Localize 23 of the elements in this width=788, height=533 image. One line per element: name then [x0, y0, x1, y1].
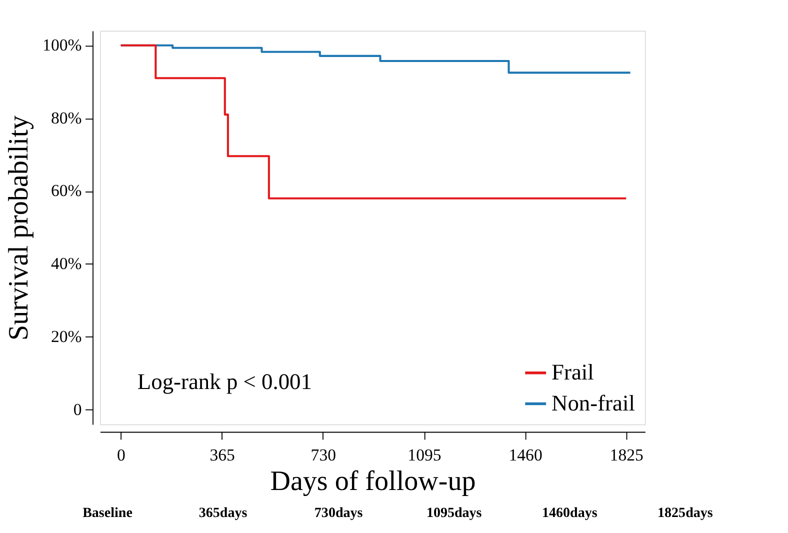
x-tick-label: 1825 [610, 445, 644, 464]
legend-label: Non-frail [552, 390, 635, 416]
text: 1095days [426, 506, 482, 521]
y-tick-label: 0 [73, 400, 82, 419]
text: Baseline [82, 506, 132, 521]
x-tick-label: 0 [117, 445, 126, 464]
x-axis-title: Days of follow-up [270, 466, 476, 498]
y-tick-label: 60% [50, 181, 82, 200]
y-tick-label: 20% [50, 326, 82, 346]
x-tick-label: 1095 [408, 445, 442, 464]
y-tick-label: 80% [50, 108, 82, 128]
text: 730days [314, 506, 364, 521]
annotation: Log-rank p < 0.001 [137, 368, 312, 394]
y-tick-label: 40% [50, 254, 82, 274]
text: 1825days [658, 506, 714, 521]
text: 1460days [542, 506, 598, 521]
x-tick-label: 1460 [508, 445, 542, 464]
legend-label: Frail [552, 359, 594, 384]
y-tick-label: 100% [42, 35, 82, 54]
text: 365days [198, 506, 248, 521]
x-tick-label: 730 [310, 445, 336, 464]
y-axis-title: Survival probability [4, 115, 35, 341]
x-tick-label: 365 [210, 445, 235, 464]
